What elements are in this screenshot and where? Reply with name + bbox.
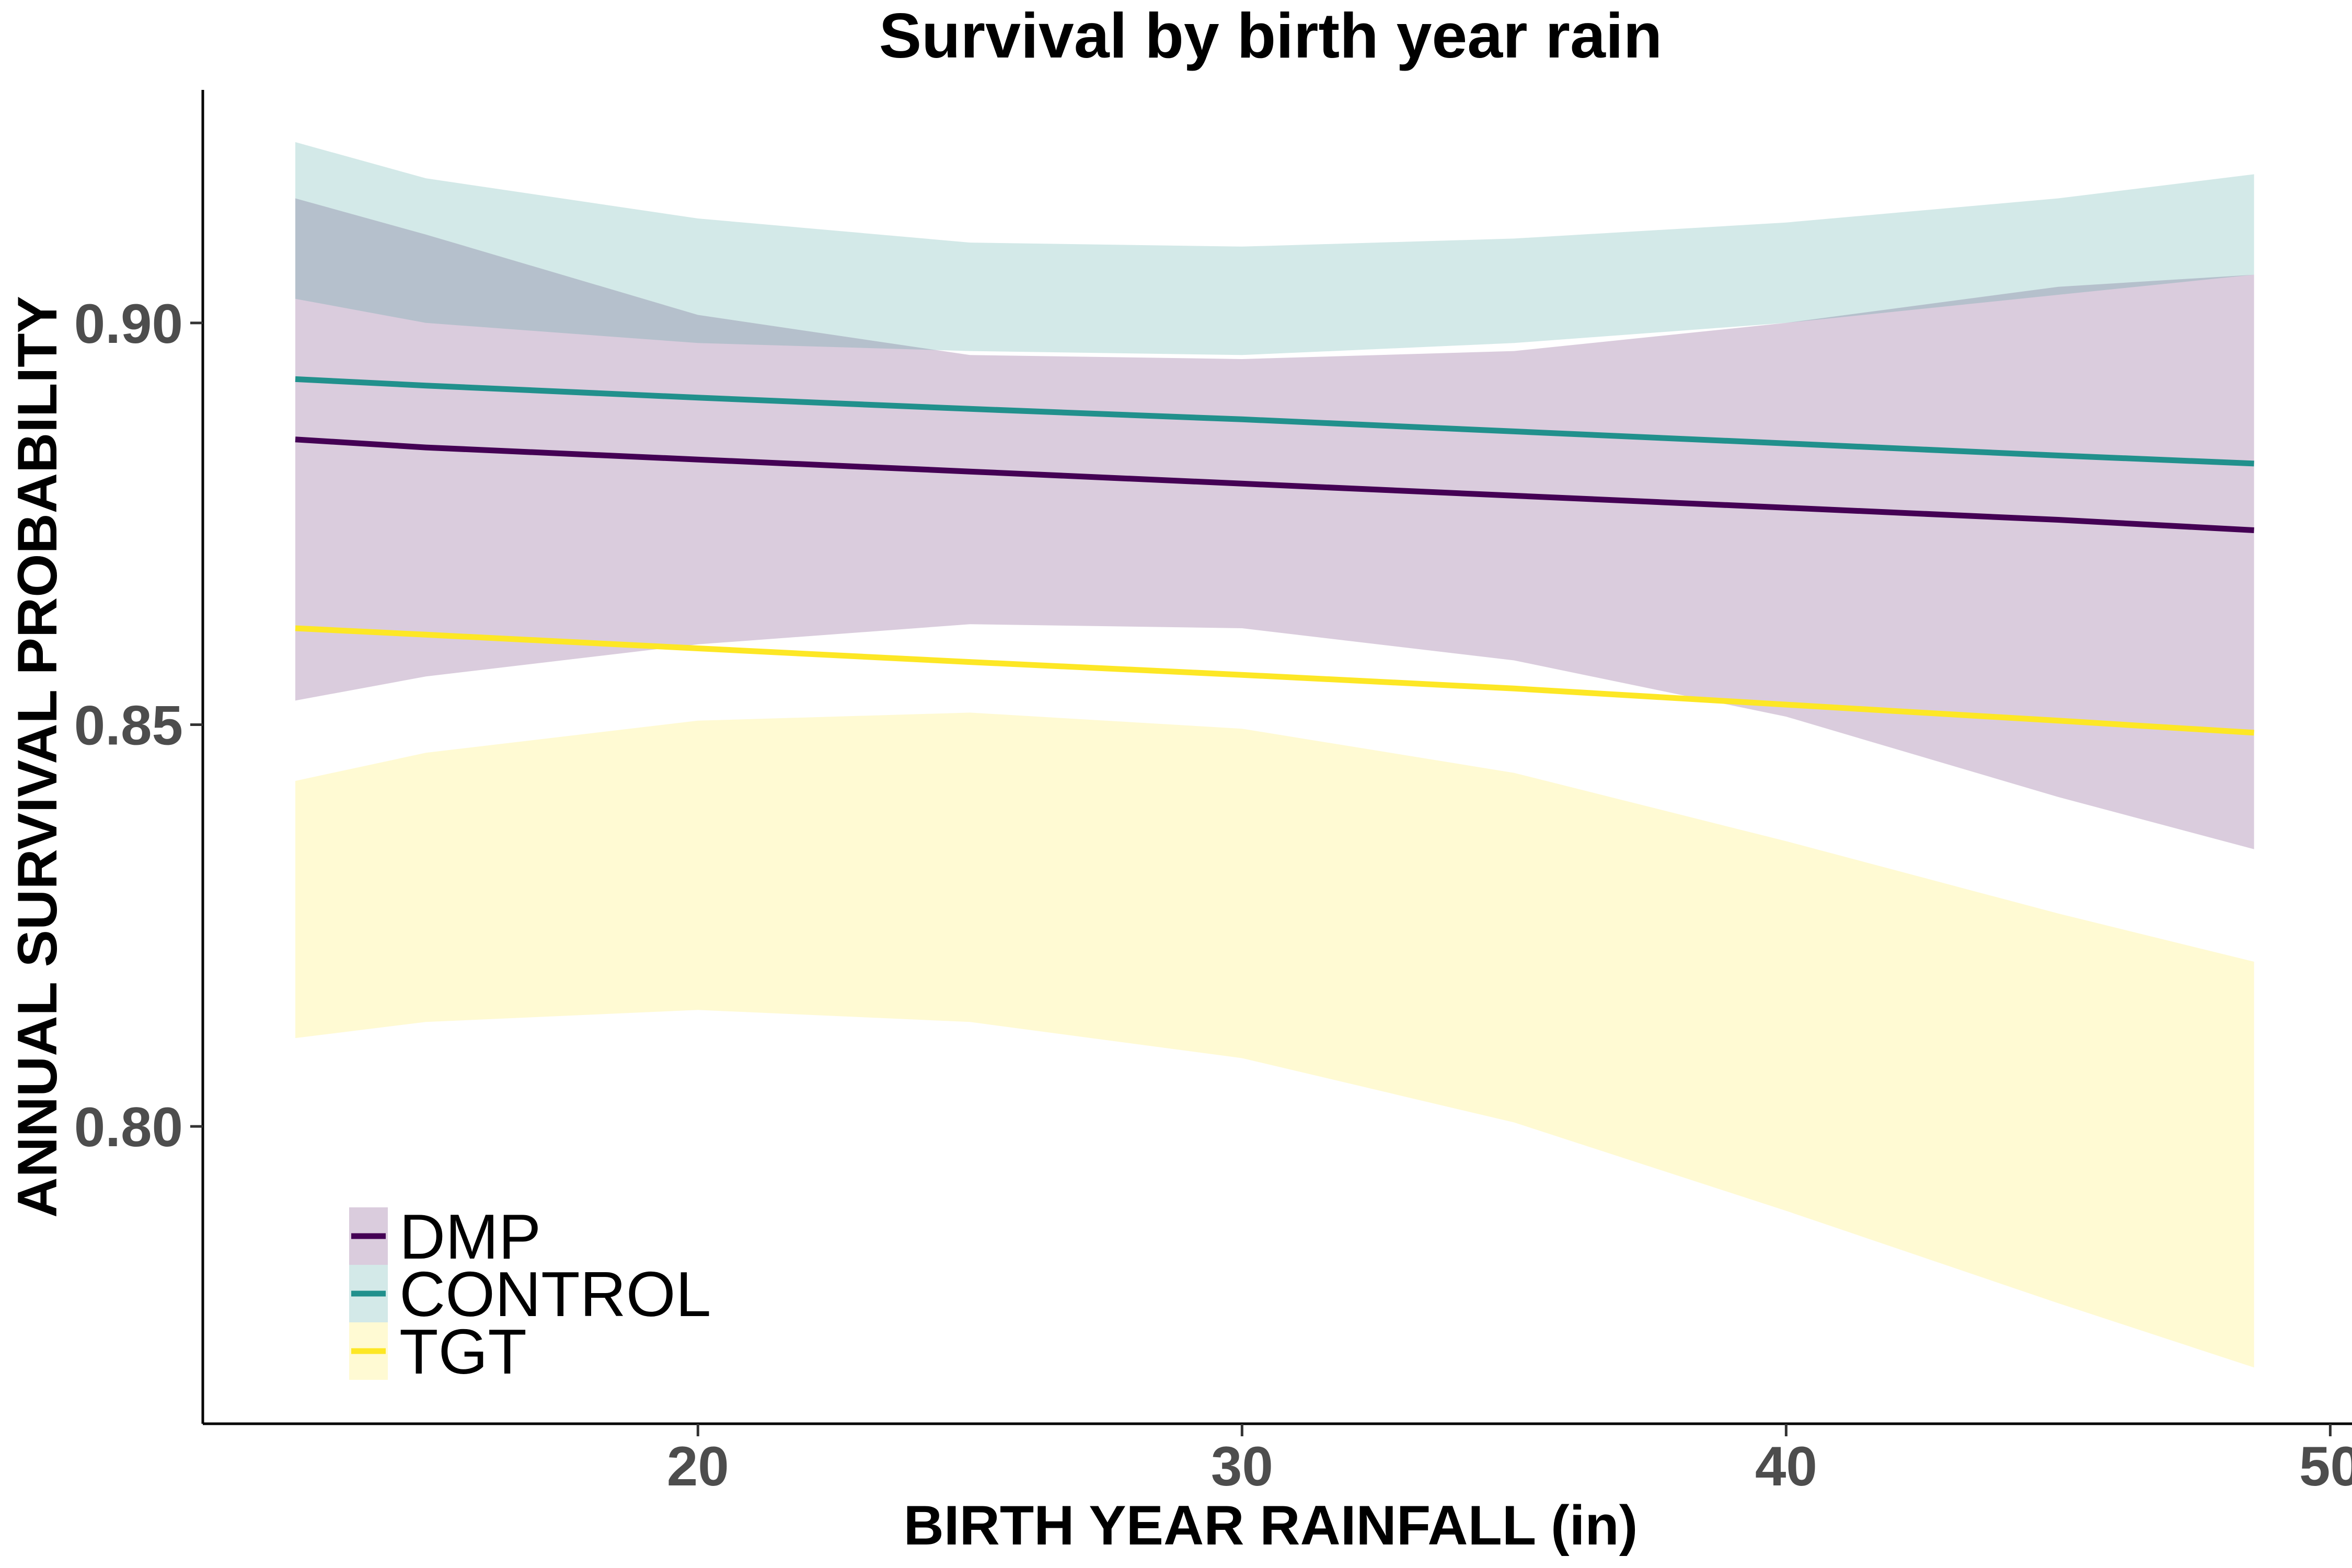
legend-key-tgt [349,1322,388,1380]
x-tick-label: 40 [1755,1435,1817,1497]
y-tick-label: 0.80 [74,1096,183,1158]
x-tick-label: 20 [667,1435,729,1497]
series-lines [295,376,2254,736]
band-tgt [295,712,2254,1368]
line-control [295,376,2254,467]
y-tick-label: 0.85 [74,694,183,757]
band-control [295,142,2254,355]
confidence-bands [295,142,2254,1368]
chart-title: Survival by birth year rain [879,0,1663,71]
axis-ticks: 20 30 40 50 0.80 0.85 0.90 [74,292,2352,1497]
y-axis-title: ANNUAL SURVIVAL PROBABILITY [6,296,68,1218]
legend-key-control [349,1265,388,1322]
legend-key-dmp [349,1207,388,1265]
x-tick-label: 50 [2299,1435,2352,1497]
y-tick-label: 0.90 [74,292,183,355]
band-dmp [295,198,2254,849]
x-tick-label: 30 [1211,1435,1273,1497]
line-dmp [295,436,2254,533]
legend-label: DMP [399,1201,541,1272]
line-tgt [295,625,2254,736]
legend-label: CONTROL [399,1259,711,1330]
legend-label: TGT [399,1316,527,1387]
x-axis-title: BIRTH YEAR RAINFALL (in) [904,1494,1638,1557]
